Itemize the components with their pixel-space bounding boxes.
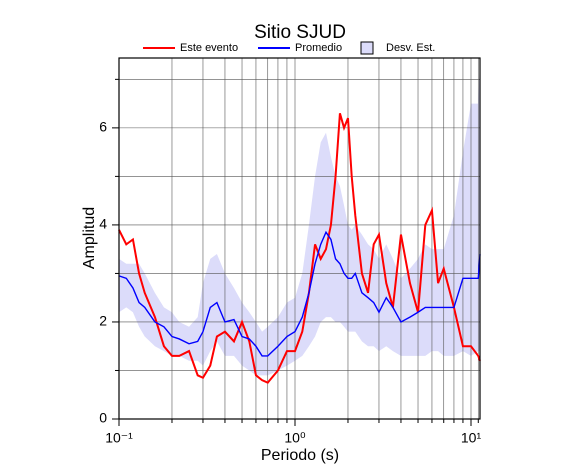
x-axis-label: Periodo (s): [261, 447, 339, 464]
chart-title: Sitio SJUD: [254, 22, 346, 43]
legend-label: Este evento: [180, 42, 238, 54]
legend-label: Promedio: [295, 42, 342, 54]
x-tick-label: 10¹: [461, 430, 482, 446]
y-tick-label: 6: [99, 119, 107, 135]
plot-frame: [118, 57, 481, 420]
y-tick-label: 0: [99, 410, 107, 426]
x-tick-label: 10⁰: [284, 430, 306, 446]
x-tick-label: 10⁻¹: [105, 430, 133, 446]
std-band: [119, 59, 480, 376]
y-tick-label: 4: [99, 216, 107, 232]
legend-label: Desv. Est.: [386, 42, 435, 54]
legend-swatch: [360, 41, 374, 55]
y-axis-label: Amplitud: [81, 207, 98, 269]
data-line: [118, 230, 481, 357]
y-tick-label: 2: [99, 313, 107, 329]
